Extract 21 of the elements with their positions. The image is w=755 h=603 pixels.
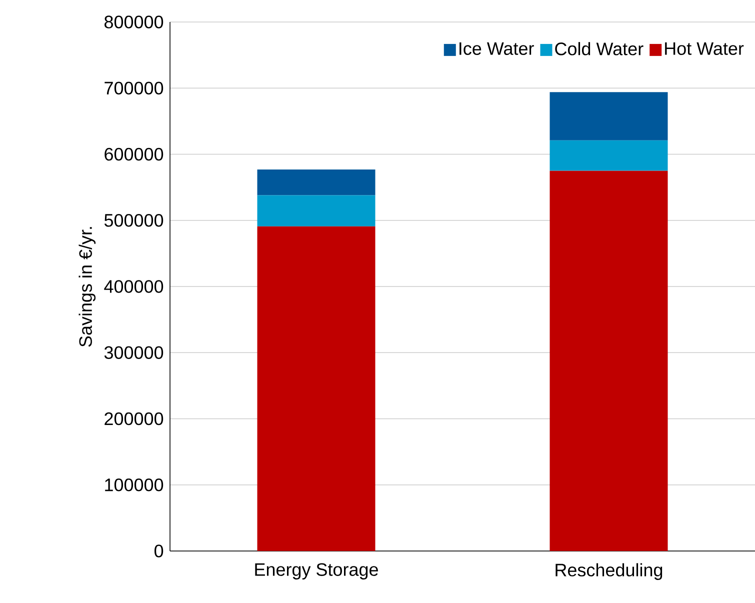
bar [257, 169, 376, 196]
x-tick-label: Energy Storage [255, 563, 378, 580]
y-axis-title: Savings in €/yr. [78, 227, 96, 347]
y-tick-label: 400000 [104, 280, 164, 293]
y-tick-label: 0 [154, 544, 164, 558]
bar [257, 226, 376, 551]
legend-label: Hot Water [665, 42, 744, 55]
bar [550, 170, 668, 551]
y-tick-label: 800000 [104, 16, 164, 28]
x-tick-label: Rescheduling [556, 563, 662, 580]
y-tick-label: 500000 [104, 214, 164, 227]
bar [257, 195, 376, 226]
legend-label: Ice Water [460, 42, 534, 55]
legend-label: Cold Water [555, 42, 644, 56]
y-tick-label: 200000 [104, 412, 164, 426]
bar [550, 140, 668, 171]
y-tick-label: 300000 [104, 346, 164, 359]
y-tick-label: 100000 [105, 478, 164, 492]
y-tick-label: 700000 [104, 82, 164, 94]
bar [550, 92, 668, 140]
y-tick-label: 600000 [104, 148, 164, 161]
